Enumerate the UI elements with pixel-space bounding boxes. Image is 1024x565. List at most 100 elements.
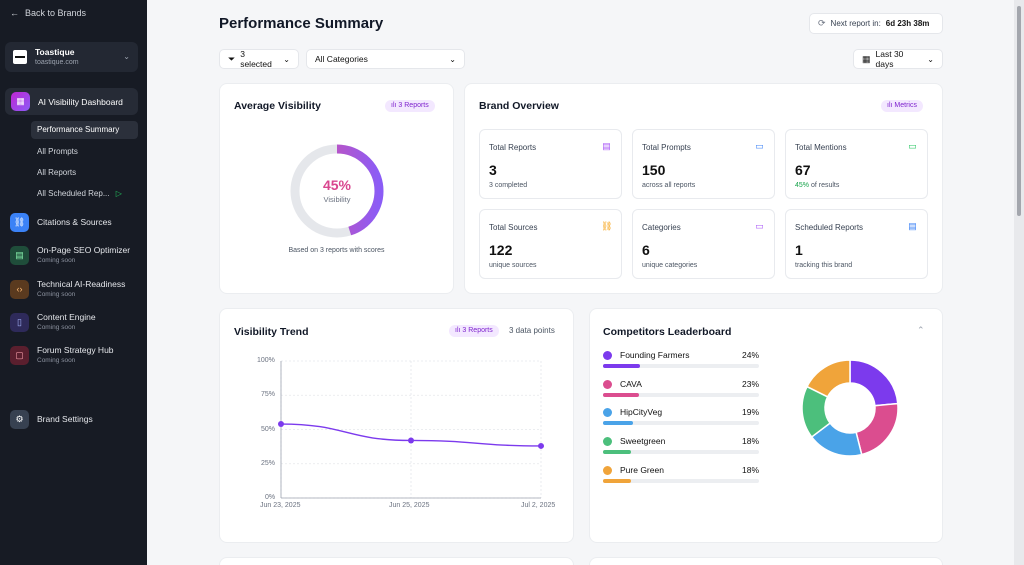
y-tick: 25% [261, 460, 276, 467]
chevron-down-icon: ⌄ [283, 54, 290, 64]
brand-overview-title: Brand Overview [479, 100, 559, 112]
competitor-bar-fill [603, 450, 632, 454]
competitor-bar-fill [603, 364, 641, 368]
visibility-trend-card [219, 308, 574, 543]
bar-chart-icon: ılı [391, 102, 397, 109]
legend-dot [603, 437, 612, 446]
legend-dot [603, 380, 612, 389]
metric-total-mentions: Total Mentions 67 45% of results ▭ [785, 129, 928, 199]
link-icon: ⛓ [10, 213, 29, 232]
y-tick: 50% [261, 426, 276, 433]
data-point[interactable] [278, 421, 284, 428]
competitor-bar-track [603, 450, 759, 454]
donut-value-arc [290, 144, 384, 238]
date-range-dropdown[interactable]: ▦ Last 30 days ⌄ [853, 49, 943, 69]
x-tick: Jul 2, 2025 [521, 502, 556, 509]
play-icon: ▷ [115, 189, 122, 198]
y-tick: 0% [265, 494, 276, 501]
donut-slice [806, 359, 851, 398]
report-filter-dropdown[interactable]: ⏷ 3 selected ⌄ [219, 49, 299, 69]
sidebar-sub-all-prompts[interactable]: All Prompts [37, 147, 78, 156]
calendar-icon: ▦ [862, 53, 871, 64]
sidebar-item-seo-optimizer[interactable]: ▤ On-Page SEO Optimizer Coming soon [10, 245, 130, 265]
sidebar-sub-all-reports[interactable]: All Reports [37, 168, 77, 177]
chat-icon: ▢ [10, 345, 29, 365]
scrollbar[interactable] [1014, 0, 1024, 565]
brand-logo-icon [13, 50, 27, 64]
legend-dot [603, 466, 612, 475]
scrollbar-thumb[interactable] [1017, 6, 1021, 216]
sidebar: ← Back to Brands Toastique toastique.com… [0, 0, 147, 565]
bottom-card-right [589, 557, 943, 565]
category-select[interactable]: All Categories ⌄ [306, 49, 465, 69]
brand-name: Toastique [35, 47, 75, 57]
message-icon: ▭ [755, 141, 764, 151]
metric-total-sources: Total Sources 122 unique sources ⛓ [479, 209, 622, 279]
average-visibility-title: Average Visibility [234, 100, 321, 112]
legend-dot [603, 408, 612, 417]
filter-icon: ⏷ [228, 53, 236, 64]
book-icon: ▯ [10, 312, 29, 332]
sidebar-sub-scheduled-reports[interactable]: All Scheduled Rep... ▷ [37, 189, 122, 198]
sidebar-item-content-engine[interactable]: ▯ Content Engine Coming soon [10, 312, 96, 332]
donut-slice [849, 359, 899, 407]
data-point[interactable] [538, 442, 544, 449]
average-visibility-card [219, 83, 454, 294]
data-points-label: 3 data points [509, 326, 555, 335]
sidebar-item-ai-visibility[interactable]: ▦ AI Visibility Dashboard [5, 88, 138, 115]
donut-slice [855, 402, 899, 456]
code-icon: ‹› [10, 279, 29, 299]
x-tick: Jun 23, 2025 [260, 502, 301, 509]
sidebar-item-forum-strategy[interactable]: ▢ Forum Strategy Hub Coming soon [10, 345, 114, 365]
competitor-bar-fill [603, 393, 639, 397]
x-tick: Jun 25, 2025 [389, 502, 430, 509]
metric-total-prompts: Total Prompts 150 across all reports ▭ [632, 129, 775, 199]
competitor-bar-fill [603, 479, 632, 483]
y-tick: 75% [261, 391, 276, 398]
bottom-card-left [219, 557, 574, 565]
chevron-down-icon: ⌄ [123, 52, 130, 61]
chevron-down-icon: ⌄ [449, 54, 456, 64]
competitors-donut [801, 359, 899, 457]
sidebar-sub-performance-summary[interactable]: Performance Summary [31, 121, 138, 139]
link-icon: ⛓ [601, 221, 613, 231]
refresh-icon: ⟳ [818, 18, 826, 28]
competitor-bar-track [603, 393, 759, 397]
message-icon: ▭ [755, 221, 764, 231]
document-icon: ▤ [10, 245, 29, 265]
chevron-down-icon: ⌄ [927, 54, 934, 64]
legend-dot [603, 351, 612, 360]
chat-icon: ▭ [908, 141, 917, 151]
back-to-brands-link[interactable]: ← Back to Brands [10, 8, 87, 18]
bar-chart-icon: ılı [455, 327, 461, 334]
competitor-bar-track [603, 421, 759, 425]
bar-chart-icon: ılı [887, 102, 893, 109]
brand-url: toastique.com [35, 59, 79, 66]
document-icon: ▤ [908, 221, 917, 231]
visibility-trend-title: Visibility Trend [234, 326, 309, 338]
dashboard-icon: ▦ [11, 92, 30, 111]
document-icon: ▤ [602, 141, 611, 151]
visibility-percent: 45% [322, 177, 352, 193]
sidebar-item-citations[interactable]: ⛓ Citations & Sources [10, 213, 112, 232]
arrow-left-icon: ← [10, 8, 19, 18]
competitor-bar-track [603, 364, 759, 368]
competitor-bar-fill [603, 421, 633, 425]
competitors-title: Competitors Leaderboard [603, 326, 732, 338]
reports-badge: ılı 3 Reports [385, 100, 435, 112]
collapse-chevron-icon[interactable]: ⌃ [917, 325, 925, 335]
brand-switcher[interactable]: Toastique toastique.com ⌄ [5, 42, 138, 72]
sidebar-item-technical[interactable]: ‹› Technical AI-Readiness Coming soon [10, 279, 125, 299]
metrics-badge: ılı Metrics [881, 100, 923, 112]
next-report-countdown[interactable]: ⟳ Next report in: 6d 23h 38m [809, 13, 943, 34]
competitor-bar-track [603, 479, 759, 483]
metric-total-reports: Total Reports 3 3 completed ▤ [479, 129, 622, 199]
sidebar-item-brand-settings[interactable]: ⚙ Brand Settings [10, 410, 93, 429]
gear-icon: ⚙ [10, 410, 29, 429]
page-title: Performance Summary [219, 15, 384, 32]
metric-scheduled-reports: Scheduled Reports 1 tracking this brand … [785, 209, 928, 279]
data-point[interactable] [408, 437, 414, 444]
trend-reports-badge: ılı 3 Reports [449, 325, 499, 337]
visibility-label: Visibility [323, 195, 351, 204]
